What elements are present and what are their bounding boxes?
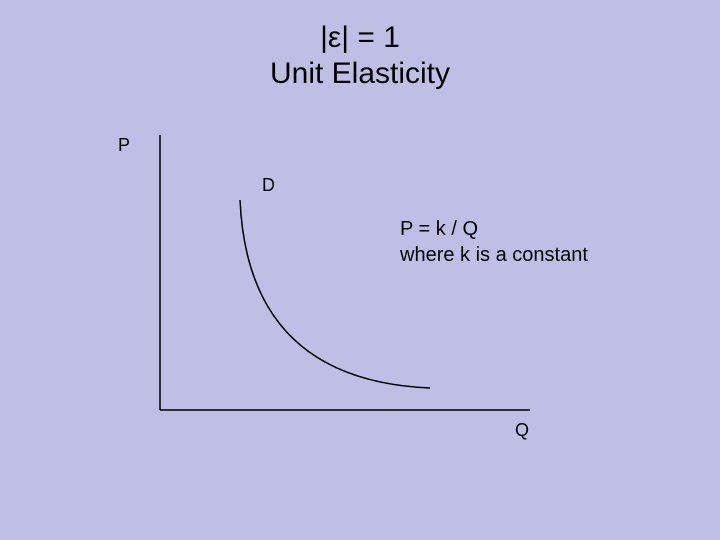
equation-line-2: where k is a constant bbox=[400, 244, 588, 267]
curve-label-d: D bbox=[262, 175, 275, 196]
chart-svg bbox=[0, 0, 720, 540]
axis-label-p: P bbox=[118, 135, 130, 156]
axis-label-q: Q bbox=[515, 420, 529, 441]
equation-line-1: P = k / Q bbox=[400, 218, 478, 241]
